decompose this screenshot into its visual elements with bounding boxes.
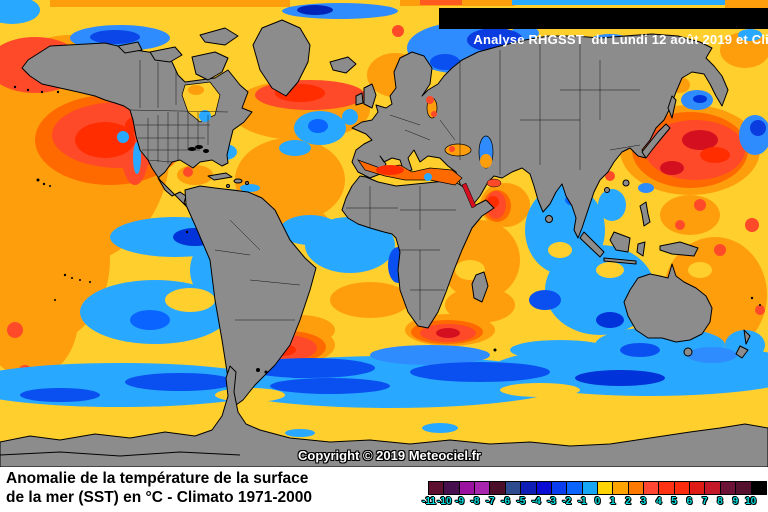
legend-segment [459, 482, 475, 494]
legend-segment [475, 482, 490, 494]
legend-tick: 5 [671, 496, 677, 507]
legend-tick: -2 [562, 496, 572, 507]
legend-segment [551, 482, 567, 494]
inland-seas-layer [181, 81, 502, 209]
legend-segment [567, 482, 582, 494]
legend-segment [674, 482, 690, 494]
world-map: Analyse RHGSST du Lundi 12 août 2019 et … [0, 0, 768, 467]
borders-layer [129, 40, 641, 321]
legend-tick: 1 [610, 496, 616, 507]
caption-line-1: Anomalie de la température de la surface [6, 470, 309, 487]
legend-tick: 9 [732, 496, 739, 507]
copyright-text: Copyright © 2019 Meteociel.fr [298, 448, 481, 463]
legend-tick: 4 [655, 496, 662, 507]
footer-bar: Anomalie de la température de la surface… [0, 467, 768, 512]
legend-tick: 7 [701, 496, 708, 507]
legend-tick: -9 [455, 496, 465, 507]
legend-tick: -8 [470, 496, 480, 507]
legend-tick: 8 [717, 496, 723, 507]
islands-layer [0, 85, 761, 457]
legend-segment [536, 482, 551, 494]
anomaly-legend: -11 -10 -9 -8 -7 -6 -5 -4 -3 -2 -1 0 1 2 3 4 5 6 7 8 9 10 [422, 481, 767, 511]
legend-segment [597, 482, 613, 494]
legend-tick: -7 [485, 496, 495, 507]
legend-segment [736, 482, 751, 494]
legend-segment [505, 482, 521, 494]
legend-tick: -4 [531, 496, 541, 507]
legend-segment [751, 482, 766, 494]
legend-colorbar [428, 481, 767, 495]
map-caption: Anomalie de la température de la surface… [6, 469, 312, 507]
legend-segment [628, 482, 644, 494]
legend-tick: -10 [437, 496, 452, 507]
legend-ticks: -11 -10 -9 -8 -7 -6 -5 -4 -3 -2 -1 0 1 2 3 4 5 6 7 8 9 10 [422, 496, 766, 510]
legend-tick: -1 [577, 496, 587, 507]
legend-tick: 6 [686, 496, 693, 507]
legend-segment [644, 482, 659, 494]
legend-segment [690, 482, 705, 494]
legend-tick: 10 [745, 496, 757, 507]
legend-tick: 2 [625, 496, 631, 507]
sst-map-graphic [0, 0, 768, 467]
legend-segment [490, 482, 505, 494]
legend-segment [444, 482, 459, 494]
legend-segment [521, 482, 536, 494]
legend-segment [720, 482, 736, 494]
legend-tick: 3 [640, 496, 647, 507]
caption-line-2: de la mer (SST) en °C - Climato 1971-200… [6, 489, 312, 506]
legend-segment [582, 482, 597, 494]
legend-segment [659, 482, 674, 494]
analysis-banner: Analyse RHGSST du Lundi 12 août 2019 et … [439, 8, 768, 47]
legend-tick: 0 [594, 496, 601, 507]
legend-tick: -5 [516, 496, 526, 507]
legend-segment [429, 482, 444, 494]
legend-segment [613, 482, 628, 494]
legend-segment [705, 482, 720, 494]
legend-tick: -11 [422, 496, 436, 507]
legend-tick: -3 [547, 496, 556, 507]
analysis-banner-text: Analyse RHGSST du Lundi 12 août 2019 et … [473, 32, 768, 47]
legend-tick: -6 [501, 496, 511, 507]
